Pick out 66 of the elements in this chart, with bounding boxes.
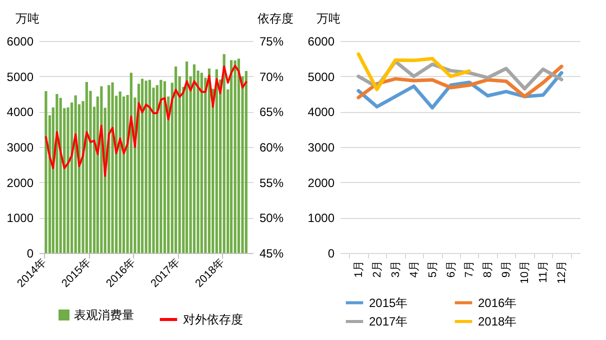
y2-tick-label: 45% [260, 246, 284, 260]
y-tick-label: 1000 [308, 211, 335, 226]
x-tick-label: 7月 [464, 260, 476, 278]
y2-tick-label: 50% [260, 211, 284, 226]
y-tick-label: 5000 [308, 70, 335, 84]
bar [85, 82, 88, 253]
y-tick-label: 3000 [308, 140, 335, 154]
bar [215, 69, 218, 253]
x-tick-label: 10月 [519, 260, 532, 284]
y2-tick-label: 60% [260, 140, 284, 154]
y-axis-title: 万吨 [316, 12, 340, 26]
legend-label: 2015年 [369, 296, 408, 310]
line-series [356, 52, 471, 92]
x-tick-label: 4月 [408, 260, 420, 278]
bar [192, 64, 196, 253]
bar [237, 58, 240, 253]
bar [140, 78, 144, 253]
legend-label: 表观消费量 [74, 308, 134, 322]
bar [208, 68, 211, 253]
y-tick-label: 4000 [6, 105, 34, 120]
line-series [356, 64, 564, 100]
bar [185, 61, 188, 253]
y-tick-label: 0 [26, 246, 34, 260]
y-axis-title: 万吨 [16, 12, 40, 26]
x-tick-label: 3月 [390, 260, 402, 278]
bar [234, 60, 236, 253]
bar [44, 91, 48, 253]
bar [244, 71, 248, 253]
legend-label: 2017年 [369, 314, 408, 328]
bar [222, 54, 226, 253]
y2-tick-label: 65% [260, 105, 284, 120]
y-tick-label: 1000 [6, 211, 34, 226]
bar [174, 66, 178, 253]
y-tick-label: 0 [328, 246, 335, 260]
x-tick-label: 1月 [352, 260, 365, 278]
bar [163, 81, 166, 253]
bar [230, 60, 233, 253]
y2-tick-label: 75% [260, 34, 284, 48]
x-tick-label: 6月 [445, 260, 458, 278]
y-tick-label: 2000 [308, 176, 335, 190]
bar [144, 80, 148, 253]
y-tick-label: 3000 [6, 140, 34, 154]
bar [111, 82, 114, 253]
x-tick-label: 12月 [556, 260, 568, 284]
y2-tick-label: 55% [260, 176, 284, 190]
y2-axis-title: 依存度 [258, 12, 294, 26]
y-tick-label: 2000 [6, 176, 34, 190]
x-tick-label: 8月 [482, 260, 494, 278]
bar [148, 80, 152, 253]
x-tick-label: 2月 [371, 260, 384, 278]
y-tick-label: 5000 [6, 70, 34, 84]
y-tick-label: 4000 [308, 105, 335, 120]
legend-label: 2018年 [478, 314, 517, 328]
y2-tick-label: 70% [260, 70, 284, 84]
bar [160, 80, 162, 253]
x-tick-label: 9月 [500, 260, 513, 278]
y-tick-label: 6000 [6, 34, 34, 48]
bar [200, 72, 203, 253]
line-series [44, 64, 248, 177]
bar [59, 98, 62, 253]
x-tick-label: 11月 [538, 260, 550, 283]
y-tick-label: 6000 [308, 34, 335, 48]
legend-label: 2016年 [478, 296, 517, 310]
x-tick-label: 5月 [426, 260, 439, 278]
legend-label: 对外依存度 [183, 312, 243, 326]
bar [118, 92, 122, 253]
